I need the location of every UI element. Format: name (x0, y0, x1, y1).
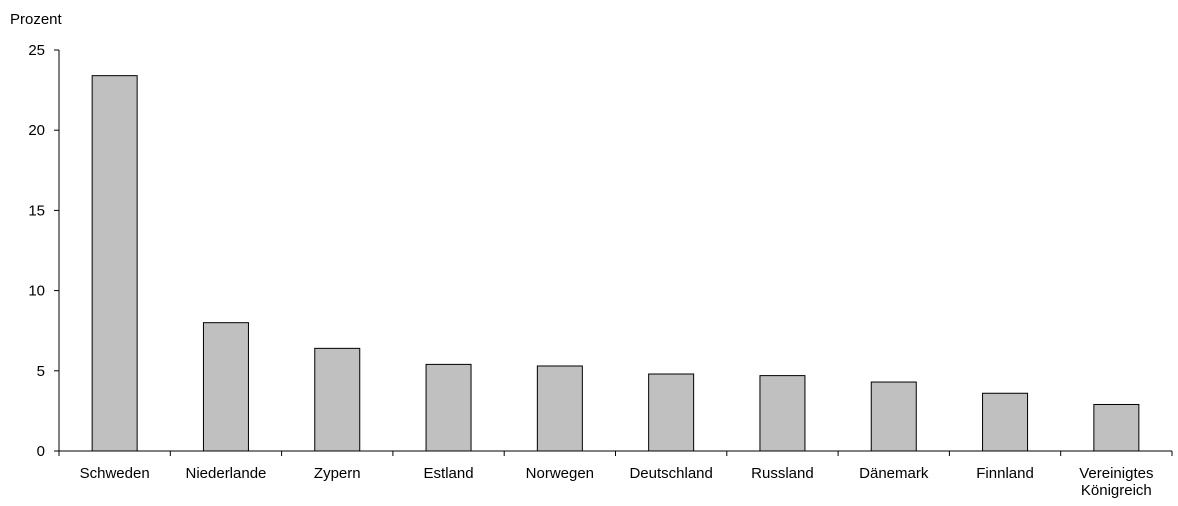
bar (314, 347, 361, 452)
bar (870, 381, 917, 452)
bar (425, 363, 472, 452)
y-tick-label: 5 (37, 363, 45, 380)
bar (91, 75, 138, 452)
x-tick-label: Niederlande (186, 465, 267, 482)
x-tick-label: Schweden (80, 465, 150, 482)
y-tick-label: 15 (28, 202, 45, 219)
bar (982, 392, 1029, 452)
bar (536, 365, 583, 452)
x-tick-label: Russland (751, 465, 814, 482)
y-tick-label: 20 (28, 122, 45, 139)
bar (1093, 403, 1140, 452)
y-axis-label: Prozent (10, 11, 63, 28)
bar (648, 373, 695, 452)
x-tick-label: Norwegen (526, 465, 594, 482)
x-tick-label: Vereinigtes Königreich (1079, 465, 1153, 499)
x-tick-label: Dänemark (859, 465, 929, 482)
y-tick-label: 0 (37, 443, 45, 460)
bar (202, 322, 249, 452)
x-tick-label: Estland (424, 465, 474, 482)
y-tick-label: 25 (28, 42, 45, 59)
x-tick-label: Zypern (314, 465, 361, 482)
bar (759, 375, 806, 452)
y-tick-label: 10 (28, 283, 45, 300)
x-tick-label: Finnland (976, 465, 1034, 482)
x-tick-label: Deutschland (629, 465, 712, 482)
